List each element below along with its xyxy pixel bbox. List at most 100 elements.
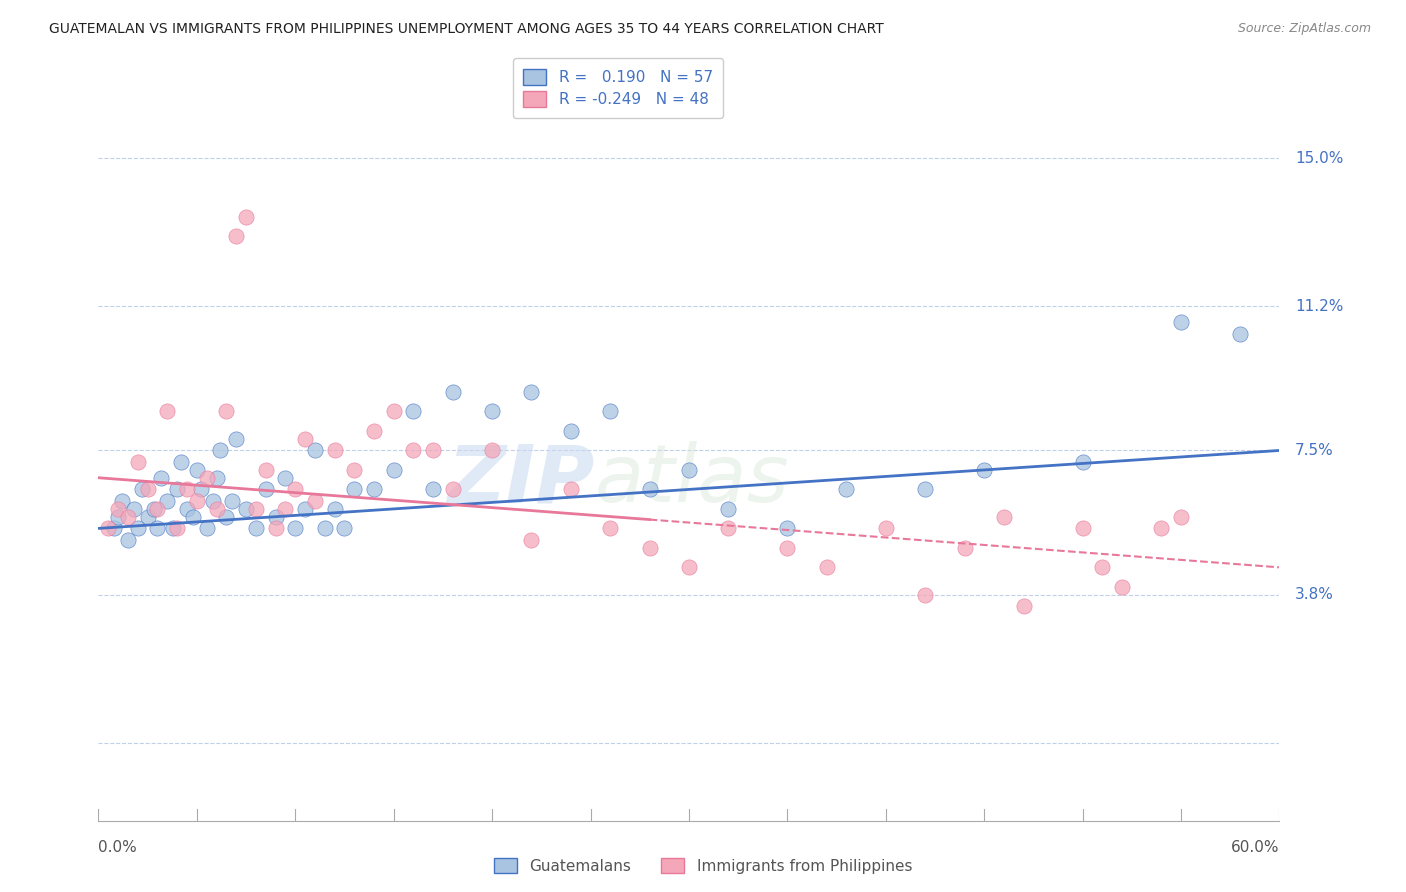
Point: [638, 541, 661, 555]
Point: [481, 443, 503, 458]
Point: [1229, 326, 1251, 341]
Point: [176, 483, 198, 497]
Text: 15.0%: 15.0%: [1295, 151, 1344, 166]
Point: [441, 483, 464, 497]
Text: GUATEMALAN VS IMMIGRANTS FROM PHILIPPINES UNEMPLOYMENT AMONG AGES 35 TO 44 YEARS: GUATEMALAN VS IMMIGRANTS FROM PHILIPPINE…: [49, 22, 884, 37]
Point: [599, 404, 621, 418]
Point: [107, 509, 129, 524]
Point: [1150, 521, 1173, 535]
Text: atlas: atlas: [595, 441, 789, 519]
Point: [343, 483, 366, 497]
Point: [1091, 560, 1114, 574]
Point: [333, 521, 356, 535]
Point: [1071, 455, 1094, 469]
Point: [323, 502, 346, 516]
Point: [111, 494, 134, 508]
Point: [323, 443, 346, 458]
Point: [402, 404, 425, 418]
Point: [363, 424, 385, 438]
Point: [181, 509, 204, 524]
Point: [914, 588, 936, 602]
Point: [875, 521, 897, 535]
Text: ZIP: ZIP: [447, 441, 595, 519]
Point: [599, 521, 621, 535]
Point: [245, 521, 267, 535]
Point: [422, 443, 444, 458]
Text: 3.8%: 3.8%: [1295, 587, 1334, 602]
Point: [166, 521, 188, 535]
Point: [117, 533, 139, 547]
Point: [678, 560, 700, 574]
Point: [294, 502, 316, 516]
Point: [953, 541, 976, 555]
Point: [117, 509, 139, 524]
Text: 60.0%: 60.0%: [1232, 840, 1279, 855]
Point: [264, 521, 287, 535]
Point: [560, 483, 582, 497]
Point: [441, 384, 464, 399]
Point: [264, 509, 287, 524]
Point: [235, 502, 257, 516]
Text: 11.2%: 11.2%: [1295, 299, 1344, 314]
Point: [717, 502, 740, 516]
Point: [186, 494, 208, 508]
Point: [304, 443, 326, 458]
Point: [127, 521, 149, 535]
Point: [103, 521, 125, 535]
Point: [176, 502, 198, 516]
Text: Source: ZipAtlas.com: Source: ZipAtlas.com: [1237, 22, 1371, 36]
Point: [205, 502, 228, 516]
Text: 7.5%: 7.5%: [1295, 443, 1334, 458]
Point: [190, 483, 212, 497]
Point: [1012, 599, 1035, 614]
Point: [107, 502, 129, 516]
Point: [382, 404, 405, 418]
Point: [776, 541, 799, 555]
Point: [835, 483, 858, 497]
Point: [1170, 509, 1192, 524]
Point: [136, 483, 159, 497]
Point: [146, 502, 169, 516]
Point: [225, 229, 247, 244]
Point: [97, 521, 120, 535]
Point: [221, 494, 243, 508]
Point: [284, 483, 307, 497]
Point: [422, 483, 444, 497]
Point: [215, 509, 238, 524]
Legend: Guatemalans, Immigrants from Philippines: Guatemalans, Immigrants from Philippines: [488, 852, 918, 880]
Point: [274, 502, 297, 516]
Point: [343, 463, 366, 477]
Point: [304, 494, 326, 508]
Point: [717, 521, 740, 535]
Point: [170, 455, 193, 469]
Point: [520, 533, 543, 547]
Point: [520, 384, 543, 399]
Point: [815, 560, 838, 574]
Point: [215, 404, 238, 418]
Point: [131, 483, 153, 497]
Point: [225, 432, 247, 446]
Point: [1170, 315, 1192, 329]
Point: [235, 210, 257, 224]
Point: [136, 509, 159, 524]
Point: [1071, 521, 1094, 535]
Point: [245, 502, 267, 516]
Point: [254, 483, 277, 497]
Point: [166, 483, 188, 497]
Point: [122, 502, 145, 516]
Point: [314, 521, 336, 535]
Point: [195, 521, 218, 535]
Point: [363, 483, 385, 497]
Point: [209, 443, 232, 458]
Point: [776, 521, 799, 535]
Point: [186, 463, 208, 477]
Point: [993, 509, 1015, 524]
Point: [638, 483, 661, 497]
Point: [402, 443, 425, 458]
Point: [914, 483, 936, 497]
Legend: R =   0.190   N = 57, R = -0.249   N = 48: R = 0.190 N = 57, R = -0.249 N = 48: [513, 58, 724, 118]
Point: [560, 424, 582, 438]
Point: [254, 463, 277, 477]
Point: [201, 494, 224, 508]
Text: 0.0%: 0.0%: [98, 840, 138, 855]
